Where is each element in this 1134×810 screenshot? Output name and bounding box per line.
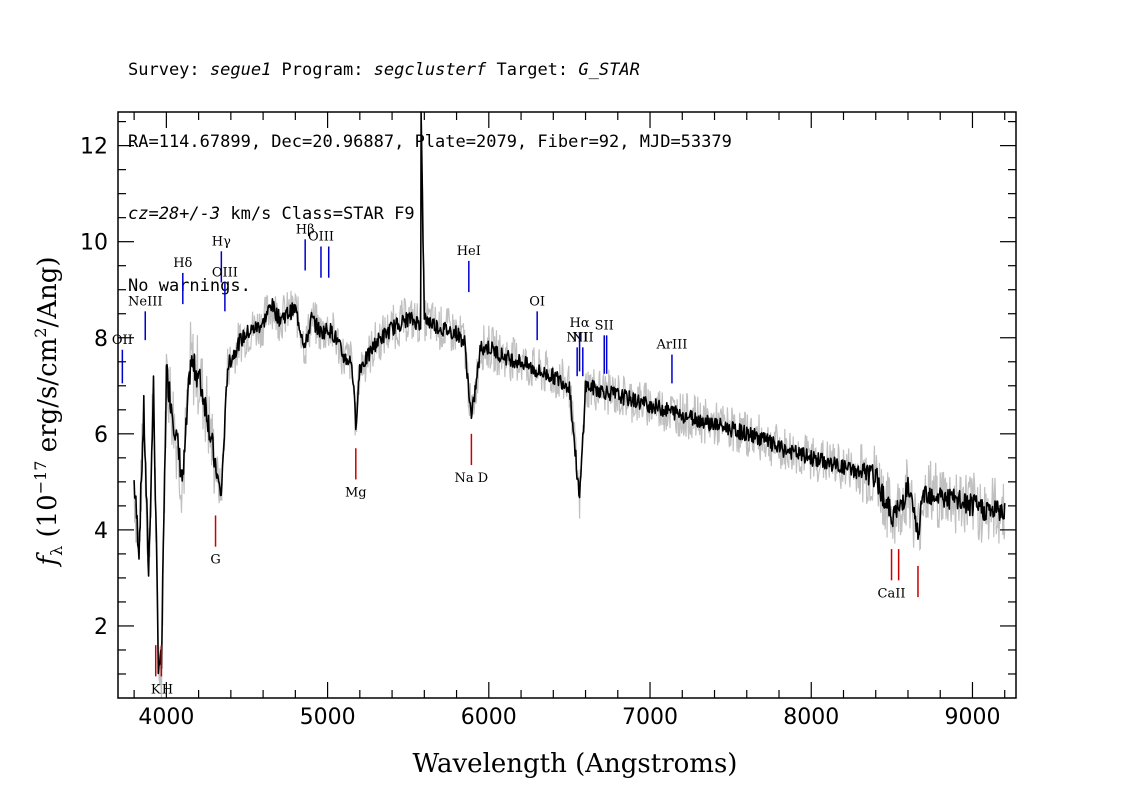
- survey-value: segue1: [209, 60, 272, 80]
- y-axis-title-part: erg/s/cm: [33, 338, 63, 461]
- x-tick-label: 5000: [300, 705, 356, 730]
- class-value: km/s Class=STAR F9: [220, 204, 415, 224]
- emission-line-label: HeI: [457, 244, 481, 259]
- y-axis-title-part: λ: [47, 546, 66, 556]
- emission-line-label: OIII: [212, 266, 238, 281]
- emission-line-label: ArIII: [655, 338, 687, 353]
- y-tick-label: 6: [94, 423, 108, 448]
- y-axis-title-part: −17: [31, 461, 50, 495]
- x-tick-label: 7000: [622, 705, 678, 730]
- spectral-line-markers: OIINeIIIHδHγOIIIHβOIIIHeIOINIIHαNIISIIAr…: [112, 222, 919, 697]
- y-tick-label: 10: [80, 231, 108, 256]
- y-axis-title-part: 2: [31, 328, 50, 338]
- emission-line-label: SII: [595, 318, 614, 333]
- flux-line: [133, 111, 1006, 675]
- spectrum-header: Survey: segue1 Program: segclusterf Targ…: [128, 10, 732, 322]
- redshift-value: cz=28+/-3: [128, 204, 221, 224]
- y-axis-title-part: /Ang): [33, 256, 63, 327]
- emission-line-label: OI: [529, 294, 545, 309]
- target-label: Target:: [486, 60, 579, 80]
- target-value: G_STAR: [578, 60, 640, 80]
- emission-line-label: OIII: [308, 229, 334, 244]
- x-tick-label: 6000: [461, 705, 517, 730]
- flux-series: [133, 111, 1006, 675]
- emission-line-label: Hβ: [296, 222, 315, 237]
- plot-border: [117, 111, 1017, 699]
- program-label: Program:: [271, 60, 374, 80]
- emission-line-label: Hδ: [173, 256, 192, 271]
- emission-line-label: Hγ: [212, 234, 231, 249]
- header-line-warnings: No warnings.: [128, 276, 251, 296]
- survey-label: Survey:: [128, 60, 210, 80]
- x-axis-title: Wavelength (Angstroms): [413, 749, 738, 779]
- y-tick-label: 12: [80, 135, 108, 160]
- absorption-line-label: CaII: [878, 586, 906, 601]
- emission-line-label: NII: [566, 330, 588, 345]
- absorption-line-label: K: [151, 682, 161, 697]
- absorption-line-label: Mg: [345, 485, 367, 500]
- y-axis-title-part: (10: [33, 494, 63, 546]
- header-line-survey: Survey: segue1 Program: segclusterf Targ…: [128, 58, 732, 82]
- x-tick-label: 9000: [944, 705, 1000, 730]
- emission-line-label: NeIII: [128, 294, 162, 309]
- absorption-line-label: H: [162, 682, 173, 697]
- absorption-line-label: G: [210, 553, 220, 568]
- error-line: [133, 134, 1006, 699]
- emission-line-label: Hα: [570, 316, 590, 331]
- x-tick-label: 8000: [783, 705, 839, 730]
- y-tick-label: 4: [94, 519, 108, 544]
- emission-line-label: NII: [572, 330, 594, 345]
- plot-frame: [117, 111, 1017, 699]
- error-band: [133, 134, 1006, 699]
- axis-ticks: 4000 5000 6000 7000 8000 9000 2 4 6 8 10 12: [80, 112, 1016, 730]
- absorption-line-label: Na D: [455, 471, 489, 486]
- header-line-coordinates: RA=114.67899, Dec=20.96887, Plate=2079, …: [128, 132, 732, 152]
- program-value: segclusterf: [373, 60, 487, 80]
- emission-line-label: OII: [112, 333, 133, 348]
- header-line-redshift: cz=28+/-3 km/s Class=STAR F9: [128, 202, 732, 226]
- y-tick-label: 2: [94, 615, 108, 640]
- x-tick-label: 4000: [138, 705, 194, 730]
- y-tick-label: 8: [94, 327, 108, 352]
- y-axis-title: fλ (10−17 erg/s/cm2/Ang): [31, 256, 66, 567]
